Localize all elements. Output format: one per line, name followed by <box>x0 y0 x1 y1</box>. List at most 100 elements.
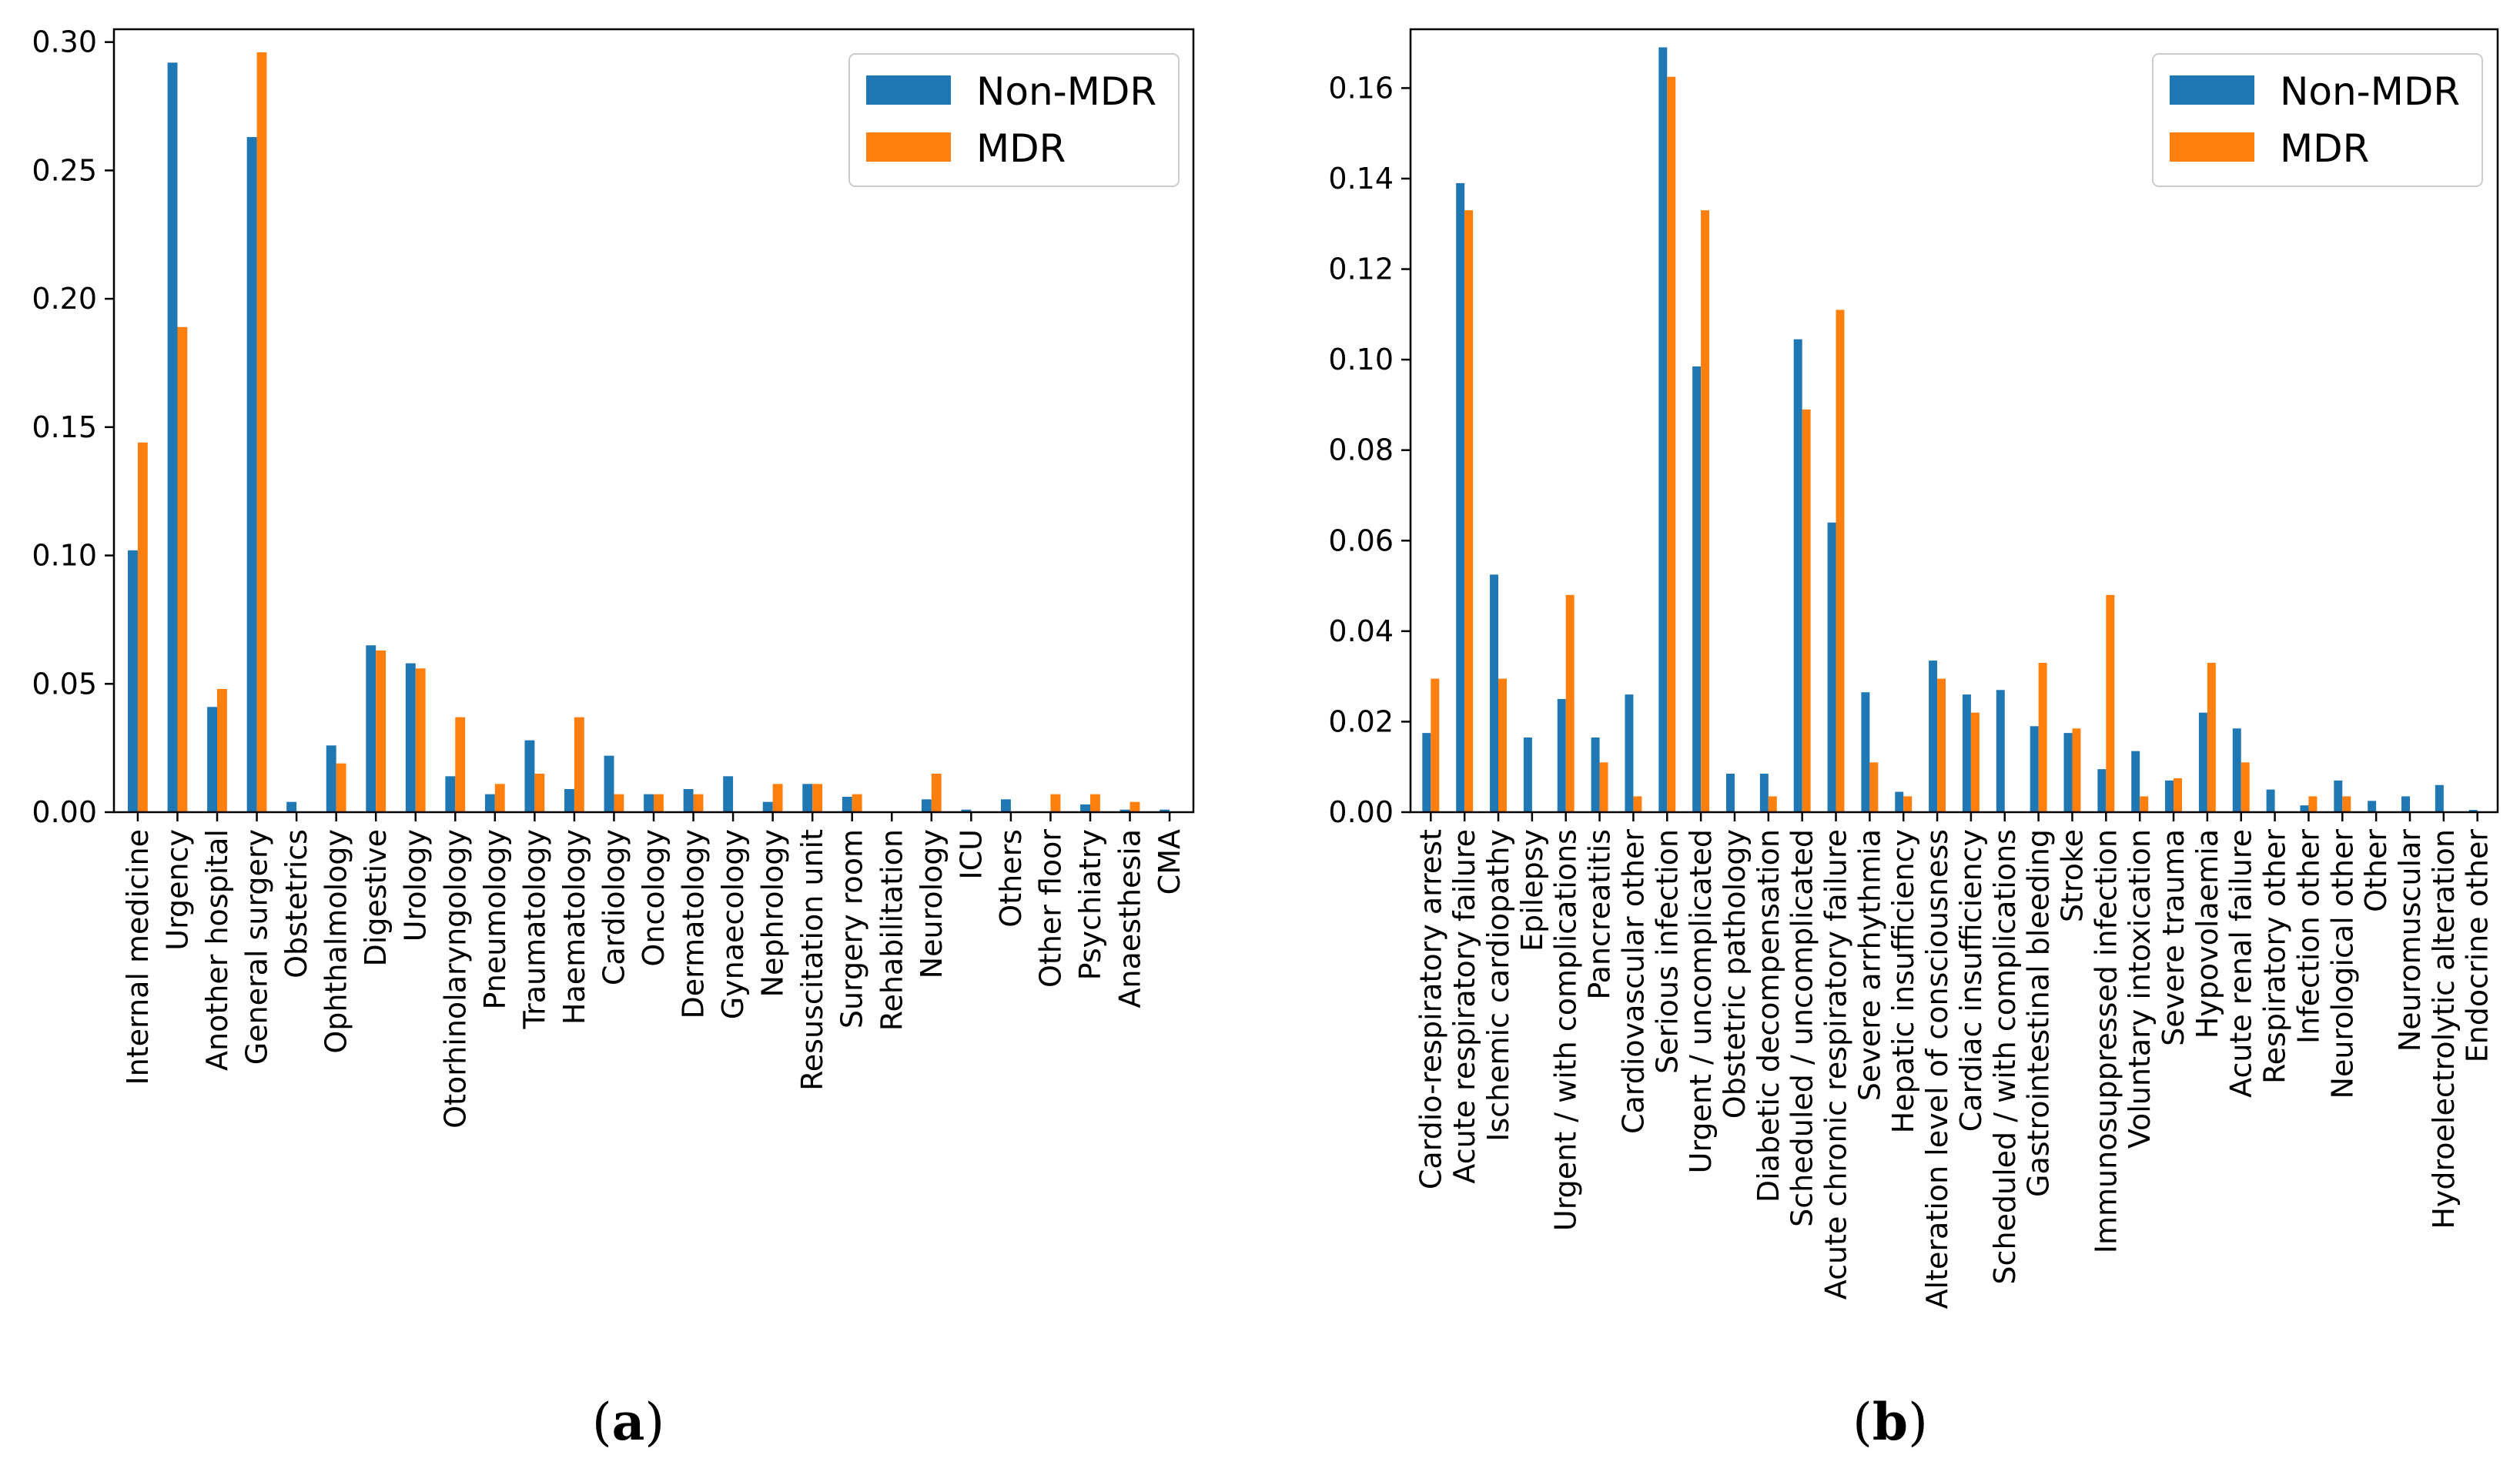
bar-non-mdr <box>207 707 218 812</box>
bar-non-mdr <box>524 740 535 812</box>
caption-a: (a) <box>592 1392 664 1452</box>
bar-mdr <box>2072 728 2081 812</box>
bar-mdr <box>1129 801 1140 812</box>
x-tick-label: Obstetrics <box>279 829 313 978</box>
x-tick-label: Other floor <box>1033 829 1067 988</box>
x-tick-label: ICU <box>954 829 988 880</box>
bar-non-mdr <box>1160 809 1170 812</box>
bar-non-mdr <box>2300 805 2309 812</box>
bar-mdr <box>1050 794 1061 812</box>
x-axis-ticks-b: Cardio-respiratory arrest Acute respirato… <box>1414 812 2495 1309</box>
y-tick-label: 0.16 <box>1328 71 1394 105</box>
x-tick-label: Acute renal failure <box>2224 829 2258 1098</box>
x-tick-label: Scheduled / with complications <box>1988 829 2022 1285</box>
x-tick-label: Oncology <box>637 829 671 967</box>
bar-non-mdr <box>961 809 972 812</box>
bar-non-mdr <box>1793 339 1802 813</box>
x-tick-label: Haematology <box>557 829 591 1025</box>
y-tick-label: 0.00 <box>32 795 97 829</box>
bar-non-mdr <box>2334 780 2343 812</box>
x-tick-label: Urgent / uncomplicated <box>1684 829 1718 1173</box>
bar-non-mdr <box>1001 799 1011 812</box>
legend-label-mdr-a: MDR <box>976 126 1066 171</box>
bar-mdr <box>217 688 227 812</box>
bar-mdr <box>2207 663 2216 812</box>
x-tick-label: Otorhinolaryngology <box>438 829 472 1129</box>
x-tick-label: Others <box>994 829 1028 928</box>
y-tick-label: 0.05 <box>32 667 97 701</box>
y-tick-label: 0.04 <box>1328 614 1394 648</box>
legend-label-non-mdr-b: Non-MDR <box>2280 69 2460 114</box>
bar-mdr <box>1599 762 1608 812</box>
bar-non-mdr <box>246 137 257 812</box>
bar-non-mdr <box>802 784 813 812</box>
bar-non-mdr <box>1422 733 1431 812</box>
bar-non-mdr <box>405 663 416 812</box>
bar-mdr <box>415 668 426 812</box>
x-tick-label: Anaesthesia <box>1113 829 1147 1008</box>
bar-non-mdr <box>128 550 138 812</box>
bar-non-mdr <box>2165 780 2174 812</box>
plot-frame-a <box>112 28 1195 814</box>
bar-mdr <box>137 442 148 812</box>
x-tick-label: Neuromuscular <box>2393 829 2427 1052</box>
bar-non-mdr <box>644 794 654 812</box>
bar-mdr <box>1431 678 1440 812</box>
bar-non-mdr <box>167 62 178 813</box>
bar-mdr <box>336 763 346 812</box>
plot-frame-b <box>1409 28 2499 814</box>
x-tick-label: CMA <box>1153 829 1186 895</box>
bar-mdr <box>1836 309 1845 812</box>
bar-non-mdr <box>2266 789 2275 812</box>
bar-non-mdr <box>484 794 495 812</box>
x-tick-label: Acute chronic respiratory failure <box>1819 829 1853 1299</box>
bar-mdr <box>654 794 664 812</box>
bar-non-mdr <box>1490 574 1499 812</box>
caption-letter-b: b <box>1872 1392 1908 1452</box>
x-tick-label: Scheduled / uncomplicated <box>1785 829 1819 1227</box>
bars-b <box>1422 47 2478 813</box>
y-axis-ticks-a: 0.00 0.05 0.10 0.15 0.20 0.25 0.30 <box>32 25 114 829</box>
legend-swatch-non-mdr-a <box>866 75 951 105</box>
x-tick-label: Cardiovascular other <box>1616 829 1650 1134</box>
bar-non-mdr <box>762 801 773 812</box>
bar-non-mdr <box>2368 801 2377 812</box>
bar-mdr <box>2342 796 2351 812</box>
bar-non-mdr <box>445 776 456 812</box>
x-tick-label: Gastrointestinal bleeding <box>2022 829 2056 1197</box>
bar-mdr <box>1937 678 1946 812</box>
bar-non-mdr <box>921 799 932 812</box>
bar-mdr <box>1464 210 1474 812</box>
bar-mdr <box>1633 796 1642 812</box>
y-tick-label: 0.12 <box>1328 253 1394 286</box>
x-tick-label: Cardiac insufficiency <box>1954 829 1988 1132</box>
bar-non-mdr <box>2198 712 2207 812</box>
bar-mdr <box>2140 796 2149 812</box>
bar-non-mdr <box>1962 694 1971 812</box>
bar-mdr <box>931 773 942 812</box>
bar-non-mdr <box>1557 699 1566 812</box>
y-tick-label: 0.00 <box>1328 795 1394 829</box>
x-tick-label: Epilepsy <box>1515 829 1549 952</box>
bar-mdr <box>2106 594 2115 812</box>
x-tick-label: Hydroelectrolytic alteration <box>2427 829 2461 1229</box>
bar-non-mdr <box>1895 791 1904 812</box>
bar-non-mdr <box>1929 661 1938 812</box>
bar-non-mdr <box>2401 796 2410 812</box>
bars-a <box>128 52 1170 813</box>
bar-non-mdr <box>1523 738 1532 812</box>
bar-non-mdr <box>1827 522 1836 812</box>
bar-non-mdr <box>683 788 694 812</box>
x-tick-label: Immunosuppressed infection <box>2089 829 2123 1253</box>
y-axis-ticks-b: 0.00 0.02 0.04 0.06 0.08 0.10 0.12 0.14 0.16 <box>1328 71 1411 829</box>
bar-mdr <box>1970 712 1980 812</box>
x-tick-label: Severe trauma <box>2157 829 2190 1046</box>
x-tick-label: Pancreatitis <box>1583 829 1617 1000</box>
bar-mdr <box>534 773 545 812</box>
y-tick-label: 0.06 <box>1328 523 1394 557</box>
bar-non-mdr <box>2435 784 2444 812</box>
x-tick-label: Traumatology <box>517 829 551 1030</box>
x-tick-label: Ischemic cardiopathy <box>1481 829 1515 1142</box>
x-tick-label: Cardio-respiratory arrest <box>1414 829 1447 1189</box>
bar-mdr <box>455 717 466 812</box>
